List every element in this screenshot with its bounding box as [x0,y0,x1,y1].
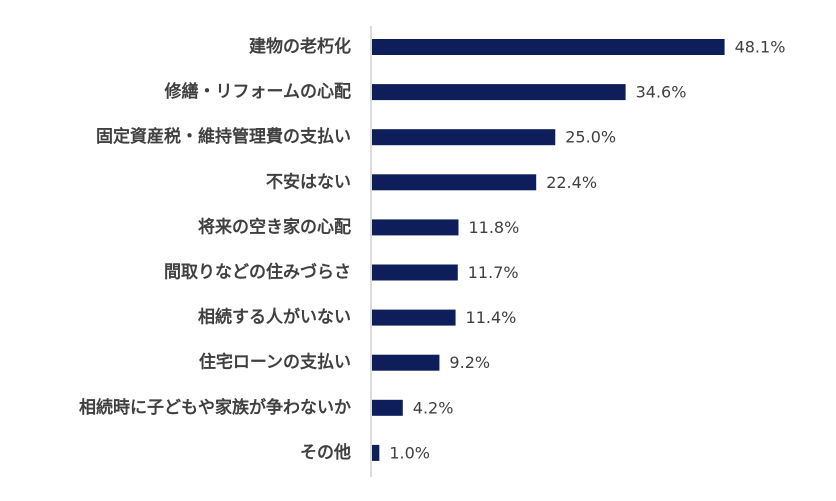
value-label-0: 48.1% [735,38,786,57]
category-label-4: 将来の空き家の心配 [198,216,351,237]
bar-0 [372,39,725,55]
bar-5 [372,264,458,281]
value-label-3: 22.4% [546,173,597,192]
category-label-5: 間取りなどの住みづらさ [164,262,351,283]
bar-3 [372,174,537,191]
category-label-8: 相続時に子どもや家族が争わないか [79,397,351,418]
value-label-9: 1.0% [389,443,430,462]
value-label-4: 11.8% [468,218,519,237]
category-labels: 建物の老朽化修繕・リフォームの心配固定資産税・維持管理費の支払い不安はない将来の… [79,36,351,463]
bar-7 [372,354,440,371]
bars-layer [372,39,725,461]
bar-1 [372,84,626,101]
value-label-2: 25.0% [565,128,616,147]
category-label-6: 相続する人がいない [198,307,351,328]
bar-4 [372,219,459,236]
category-label-1: 修繕・リフォームの心配 [164,81,352,102]
bar-9 [372,444,380,461]
bar-8 [372,399,403,416]
category-label-3: 不安はない [266,171,351,192]
bar-2 [372,129,556,146]
value-label-6: 11.4% [466,308,517,327]
category-label-7: 住宅ローンの支払い [199,352,351,373]
value-label-1: 34.6% [636,83,687,102]
value-label-5: 11.7% [468,263,519,282]
value-label-8: 4.2% [413,398,454,417]
category-label-0: 建物の老朽化 [249,36,351,57]
value-labels: 48.1% 34.6% 25.0% 22.4% 11.8% 11.7% 11.4% 9.2% 4… [389,38,785,463]
value-label-7: 9.2% [449,353,490,372]
category-label-9: その他 [300,442,351,463]
category-label-2: 固定資産税・維持管理費の支払い [96,126,351,147]
bar-6 [372,309,456,326]
